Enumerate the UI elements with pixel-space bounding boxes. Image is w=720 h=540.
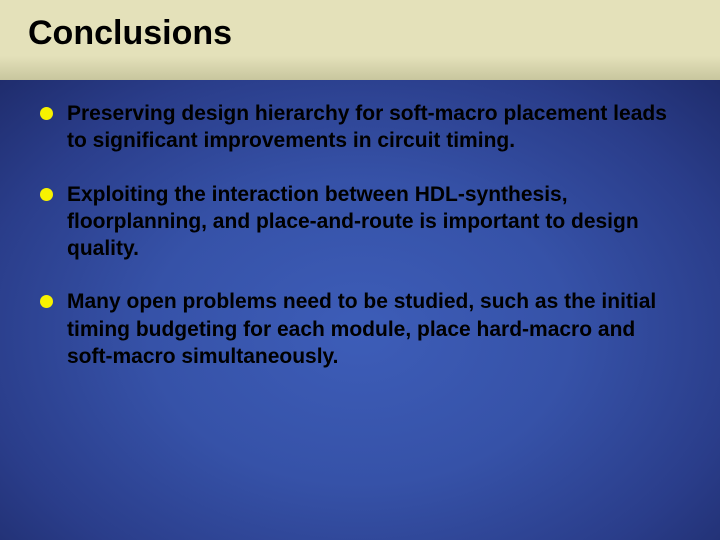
slide-title: Conclusions: [28, 14, 232, 53]
list-item: Exploiting the interaction between HDL-s…: [40, 181, 680, 263]
bullet-icon: [40, 107, 53, 120]
bullet-list: Preserving design hierarchy for soft-mac…: [40, 100, 680, 396]
bullet-text: Many open problems need to be studied, s…: [67, 288, 680, 370]
list-item: Many open problems need to be studied, s…: [40, 288, 680, 370]
bullet-icon: [40, 188, 53, 201]
list-item: Preserving design hierarchy for soft-mac…: [40, 100, 680, 155]
bullet-icon: [40, 295, 53, 308]
bullet-text: Preserving design hierarchy for soft-mac…: [67, 100, 680, 155]
slide: Conclusions Preserving design hierarchy …: [0, 0, 720, 540]
bullet-text: Exploiting the interaction between HDL-s…: [67, 181, 680, 263]
